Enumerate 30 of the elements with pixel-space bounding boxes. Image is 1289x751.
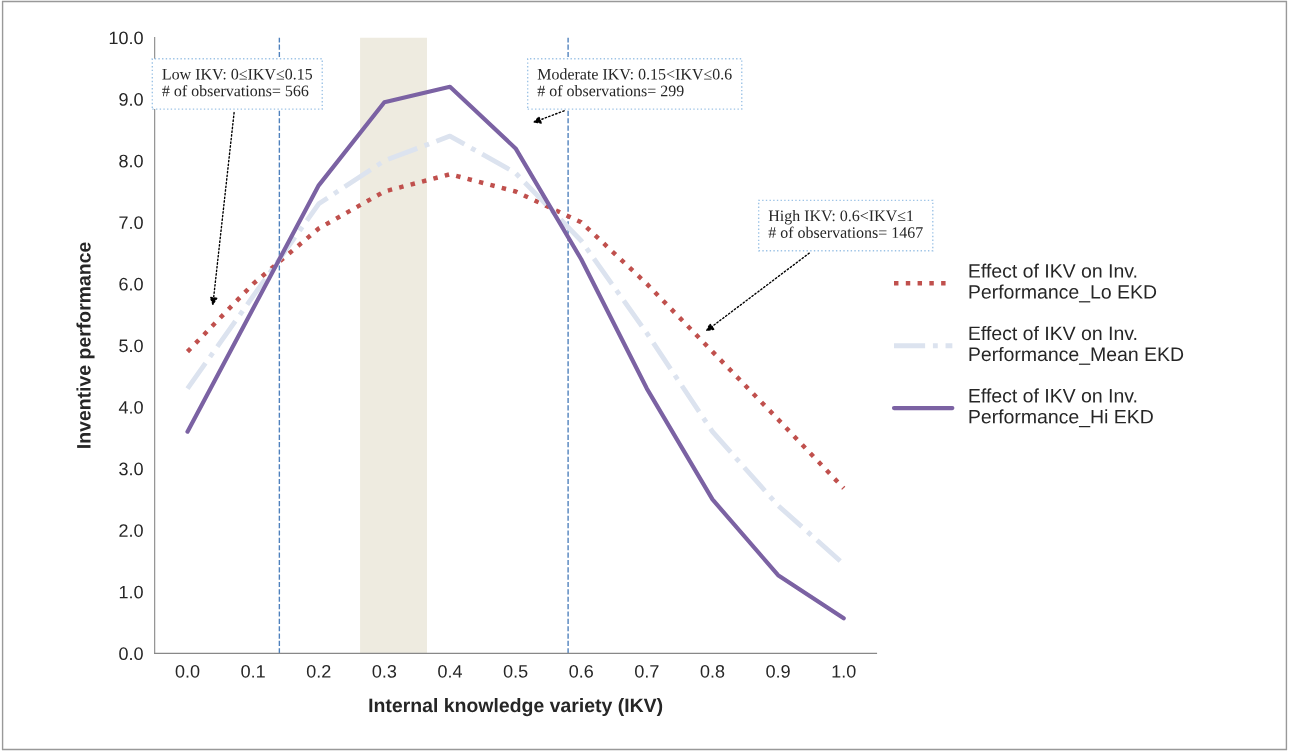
y-tick-label: 8.0 [119,154,143,168]
y-tick-label: 6.0 [119,277,143,291]
annotation: Low IKV: 0≤IKV≤0.15 # of observations= 566 [162,68,313,97]
x-tick-label: 0.6 [569,664,593,678]
y-tick-label: 0.0 [119,647,143,661]
x-tick-label: 0.9 [766,664,790,678]
x-tick-label: 0.4 [438,664,462,678]
y-tick-label: 10.0 [109,31,143,45]
y-tick-label: 1.0 [119,585,143,599]
annotation: Moderate IKV: 0.15<IKV≤0.6 # of observations= 299 [537,68,732,97]
x-tick-label: 1.0 [832,664,856,678]
legend-label: Effect of IKV on Inv. Performance_Hi EKD [969,388,1153,428]
x-tick-label: 0.8 [700,664,725,678]
x-tick-label: 0.5 [503,664,528,678]
y-tick-label: 7.0 [119,216,143,230]
y-tick-label: 3.0 [119,462,143,476]
legend-label: Effect of IKV on Inv. Performance_Lo EKD [969,263,1157,303]
x-tick-label: 0.2 [306,664,331,678]
x-tick-label: 0.0 [175,664,200,678]
y-tick-label: 9.0 [119,93,143,106]
y-tick-label: 5.0 [119,339,143,353]
y-tick-label: 4.0 [118,400,143,414]
x-axis-title: Internal knowledge variety (IKV) [369,697,663,717]
y-tick-label: 2.0 [119,524,143,537]
x-tick-label: 0.1 [241,664,265,678]
annotation: High IKV: 0.6<IKV≤1 # of observations= 1467 [768,209,923,238]
x-tick-label: 0.3 [372,664,397,678]
y-axis-title: Inventive performance [76,242,95,448]
legend-label: Effect of IKV on Inv. Performance_Mean EKD [969,325,1184,365]
x-tick-label: 0.7 [635,664,659,678]
